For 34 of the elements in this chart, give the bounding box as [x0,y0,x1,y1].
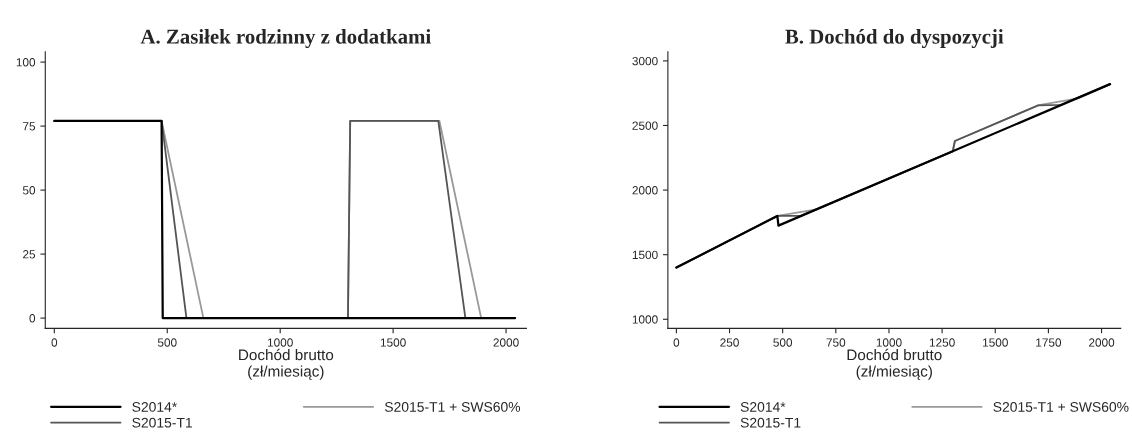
chart-title: B. Dochód do dyspozycji [785,29,1004,48]
x-tick-label: 500 [773,338,793,347]
x-tick-label: 1500 [983,338,1008,347]
y-tick-label: 50 [22,186,36,195]
x-tick-label: 1000 [267,338,293,347]
legend-label: S2014* [132,402,177,412]
x-tick-label: 250 [720,338,739,347]
x-tick-label: 1000 [876,338,902,347]
y-tick-label: 25 [23,250,36,259]
y-tick-label: 2000 [632,186,658,195]
x-tick-label: 0 [673,338,680,347]
legend-label: S2014* [740,402,786,412]
legend-label: S2015-T1 + SWS60% [384,402,521,412]
legend-label: S2015-T1 [132,417,192,428]
x-tick-label: 1750 [1036,338,1062,347]
legend-label: S2015-T1 + SWS60% [993,402,1129,412]
x-axis-title: Dochód brutto (zł/miesiąc) [239,348,334,380]
chart-title: A. Zasiłek rodzinny z dodatkami [140,29,431,48]
x-tick-label: 1500 [380,338,406,347]
x-tick-label: 500 [157,338,177,347]
x-tick-label: 1250 [929,338,955,347]
y-tick-label: 1500 [632,250,658,260]
legend-label: S2015-T1 [740,417,801,428]
y-tick-label: 0 [29,314,36,323]
y-tick-label: 100 [16,58,36,67]
y-tick-label: 3000 [632,56,658,66]
x-axis-title: Dochód brutto (zł/miesiąc) [847,348,942,380]
x-tick-label: 2000 [493,338,519,347]
y-tick-label: 2500 [632,121,658,130]
x-tick-label: 0 [51,338,58,347]
y-tick-label: 1000 [632,315,658,324]
x-tick-label: 750 [826,338,846,347]
x-tick-label: 2000 [1089,338,1115,347]
y-tick-label: 75 [23,122,36,131]
